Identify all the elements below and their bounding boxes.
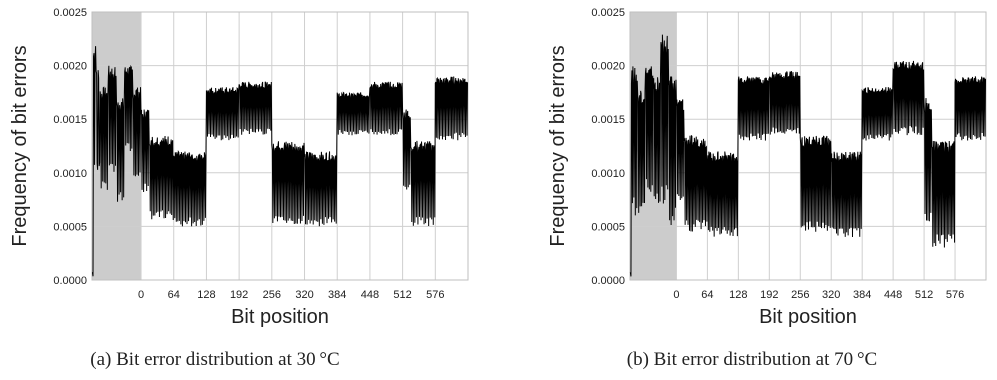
x-tick-label: 0	[673, 289, 679, 301]
x-tick-label: 448	[884, 289, 902, 301]
bit-error-series	[629, 34, 987, 277]
panel-b-chart: 0.0000 0.0005 0.0010 0.0015 0.0020 0.0025 0 64 1…	[547, 7, 987, 370]
y-axis-label: Frequency of bit errors	[9, 45, 31, 246]
x-tick-label: 320	[295, 289, 313, 301]
y-tick-label: 0.0010	[53, 168, 87, 180]
x-tick-label: 256	[263, 289, 281, 301]
x-axis-label: Bit position	[759, 306, 857, 328]
y-tick-label: 0.0020	[591, 61, 625, 73]
figure-caption: (b) Bit error distribution at 70 °C	[627, 349, 877, 370]
x-axis-label: Bit position	[231, 306, 329, 328]
x-tick-label: 256	[791, 289, 809, 301]
x-tick-label: 576	[426, 289, 444, 301]
y-axis-label: Frequency of bit errors	[547, 45, 569, 246]
x-tick-label: 128	[197, 289, 215, 301]
x-tick-label: 0	[138, 289, 144, 301]
y-tick-label: 0.0000	[53, 275, 87, 287]
x-tick-label: 512	[915, 289, 933, 301]
x-tick-label: 384	[853, 289, 871, 301]
x-tick-label: 192	[760, 289, 778, 301]
x-tick-label: 448	[361, 289, 379, 301]
y-tick-label: 0.0005	[53, 221, 87, 233]
x-tick-label: 192	[230, 289, 248, 301]
y-tick-label: 0.0025	[591, 7, 625, 19]
x-tick-label: 576	[946, 289, 964, 301]
panel-a-chart: 0.0000 0.0005 0.0010 0.0015 0.0020 0.0025 0 64 1…	[9, 7, 469, 370]
y-tick-label: 0.0010	[591, 168, 625, 180]
y-tick-label: 0.0000	[591, 275, 625, 287]
plot-frame	[91, 11, 469, 281]
y-tick-label: 0.0020	[53, 61, 87, 73]
x-tick-label: 64	[168, 289, 180, 301]
bit-error-series	[91, 46, 468, 277]
figure-caption: (a) Bit error distribution at 30 °C	[90, 349, 339, 370]
x-tick-label: 512	[393, 289, 411, 301]
x-tick-label: 384	[328, 289, 346, 301]
y-tick-label: 0.0025	[53, 7, 87, 19]
y-tick-label: 0.0015	[53, 114, 87, 126]
plot-frame	[629, 11, 987, 281]
x-tick-label: 128	[729, 289, 747, 301]
x-tick-label: 64	[701, 289, 713, 301]
y-tick-label: 0.0015	[591, 114, 625, 126]
x-tick-label: 320	[822, 289, 840, 301]
y-tick-label: 0.0005	[591, 221, 625, 233]
